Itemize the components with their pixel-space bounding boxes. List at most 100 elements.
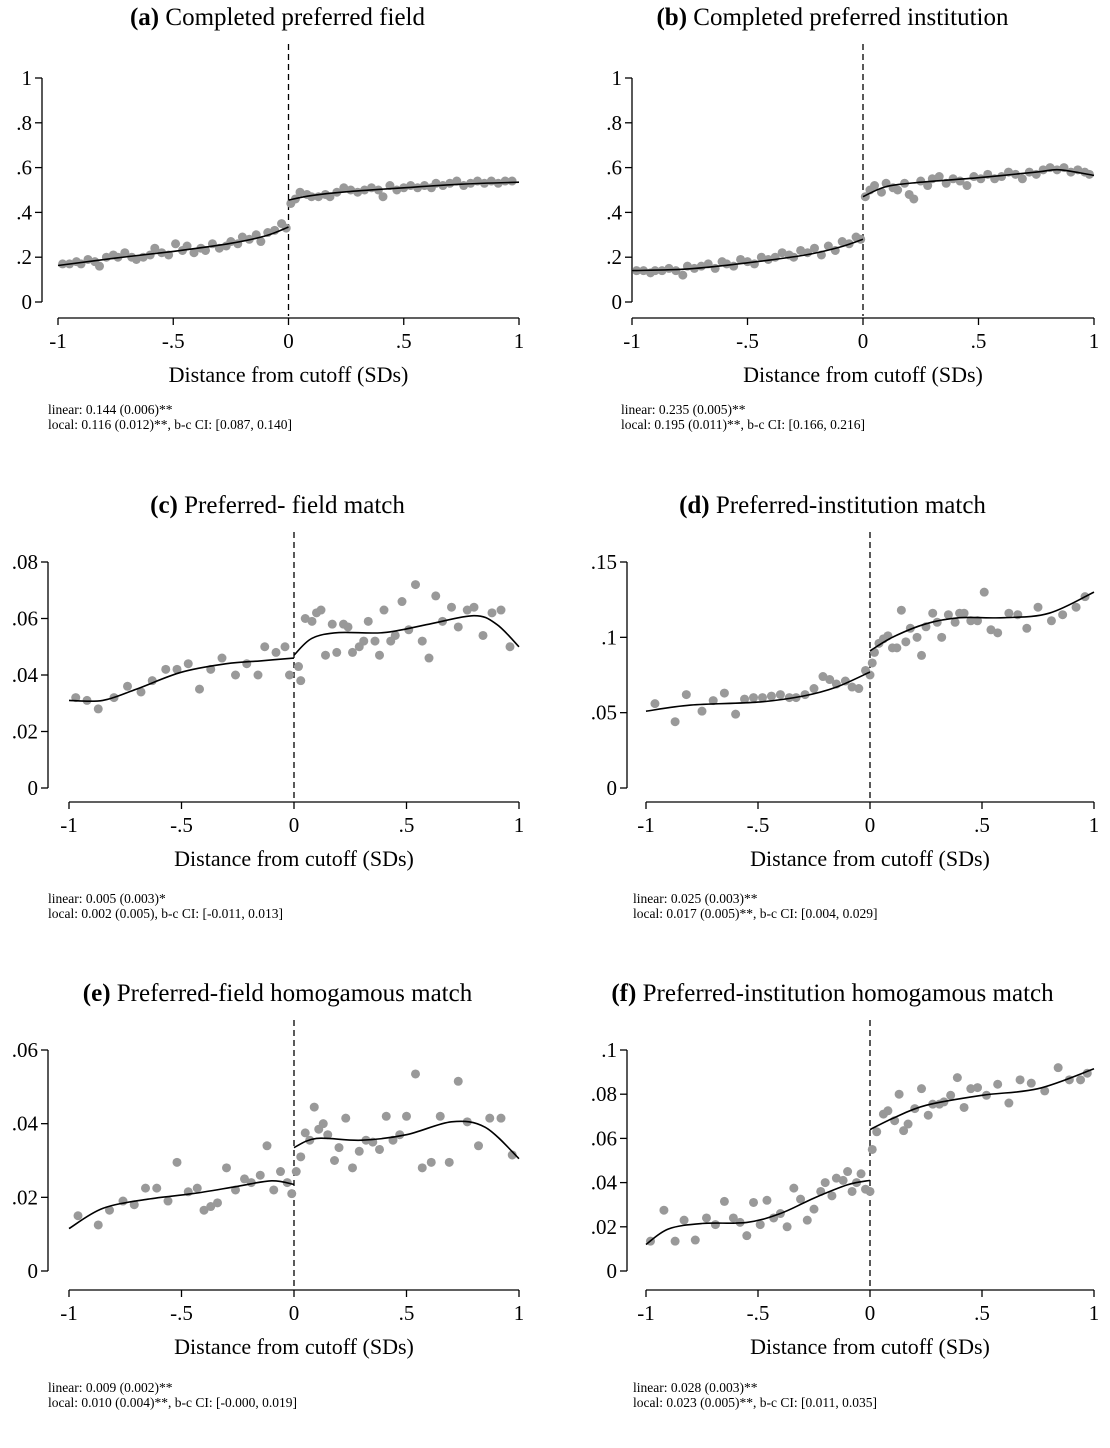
data-point: [1004, 1098, 1014, 1108]
data-point: [348, 1163, 357, 1173]
x-tick-label: -1: [637, 1301, 655, 1325]
x-tick-label: -1: [623, 329, 641, 353]
data-point: [182, 241, 192, 251]
data-point: [343, 622, 353, 632]
data-point: [323, 1130, 333, 1140]
data-point: [375, 1144, 384, 1154]
fit-line-left: [68, 1179, 295, 1230]
data-point: [892, 643, 902, 653]
data-point: [58, 259, 68, 269]
data-point: [1076, 1075, 1086, 1085]
data-point: [136, 687, 146, 697]
y-tick-label: 1: [22, 66, 33, 90]
data-point: [93, 1220, 103, 1230]
data-point: [1026, 1078, 1036, 1088]
data-point: [271, 647, 281, 657]
stats-linear: linear: 0.144 (0.006)**: [48, 402, 173, 417]
data-point: [1015, 1075, 1025, 1085]
data-point: [195, 684, 204, 694]
panel-label: (b): [656, 4, 688, 31]
panel-title: Preferred-institution match: [715, 492, 986, 519]
data-point: [105, 1205, 114, 1215]
data-point: [671, 266, 681, 276]
data-point: [411, 1069, 420, 1079]
data-point: [375, 650, 384, 660]
data-point: [872, 1127, 882, 1137]
x-tick-label: 1: [514, 1301, 525, 1325]
x-tick-label: -.5: [747, 1301, 770, 1325]
y-tick-label: 1: [612, 66, 623, 90]
data-point: [1017, 174, 1027, 184]
data-point: [280, 642, 290, 652]
data-point: [856, 1169, 866, 1179]
data-point: [213, 1198, 222, 1208]
x-tick-label: 1: [514, 329, 525, 353]
stats-linear: linear: 0.005 (0.003)*: [48, 891, 166, 906]
chart-stats: linear: 0.009 (0.002)** local: 0.010 (0.…: [48, 1380, 297, 1410]
data-point: [417, 1163, 427, 1173]
data-point: [959, 608, 969, 618]
data-point: [417, 636, 427, 646]
data-point: [818, 672, 828, 682]
data-point: [73, 1211, 83, 1221]
data-point: [809, 243, 819, 253]
data-point: [296, 676, 306, 686]
data-point: [276, 1167, 285, 1177]
x-tick-label: 1: [514, 813, 525, 837]
x-tick-label: 1: [1089, 1301, 1100, 1325]
chart-title: (e) Preferred-field homogamous match: [0, 980, 555, 1008]
y-tick-label: 0: [22, 290, 33, 314]
data-point: [287, 1189, 297, 1199]
x-tick-label: .5: [971, 329, 987, 353]
data-point: [729, 261, 739, 271]
data-point: [354, 1146, 364, 1156]
data-point: [703, 259, 713, 269]
fit-line-right: [288, 181, 520, 201]
data-point: [749, 1197, 759, 1207]
x-tick-label: .5: [974, 813, 990, 837]
x-axis-label: Distance from cutoff (SDs): [743, 362, 983, 387]
data-point: [370, 636, 380, 646]
data-point: [413, 183, 423, 193]
y-tick-label: .05: [591, 701, 617, 725]
data-point: [505, 642, 515, 652]
data-point: [256, 237, 266, 247]
data-point: [894, 1089, 904, 1099]
chart-title: (f) Preferred-institution homogamous mat…: [555, 980, 1110, 1008]
data-point: [659, 1205, 669, 1215]
data-point: [152, 1183, 162, 1193]
data-point: [728, 1213, 738, 1223]
data-point: [909, 194, 919, 204]
data-point: [300, 1128, 310, 1138]
panel-title: Completed preferred field: [165, 4, 425, 31]
x-tick-label: -1: [637, 813, 655, 837]
data-point: [453, 1076, 463, 1086]
chart-panel-d: (d) Preferred-institution match 0 .05 .1 .1…: [555, 488, 1110, 960]
data-point: [893, 185, 903, 195]
data-point: [199, 1205, 209, 1215]
chart-stats: linear: 0.028 (0.003)** local: 0.023 (0.…: [633, 1380, 877, 1410]
panel-title: Preferred-institution homogamous match: [642, 980, 1054, 1007]
data-point: [435, 1111, 445, 1121]
x-tick-label: -.5: [747, 813, 770, 837]
data-point: [411, 580, 420, 590]
data-point: [240, 1174, 249, 1184]
x-tick-label: -.5: [736, 329, 759, 353]
data-point: [1046, 616, 1056, 626]
data-point: [784, 693, 794, 703]
data-point: [141, 1183, 150, 1193]
data-point: [937, 632, 947, 642]
data-point: [123, 681, 132, 691]
data-point: [131, 254, 141, 264]
x-axis-label: Distance from cutoff (SDs): [750, 846, 990, 871]
data-point: [865, 670, 875, 680]
panel-label: (f): [611, 980, 637, 1007]
y-tick-label: .06: [591, 1126, 617, 1150]
data-point: [766, 691, 776, 701]
data-point: [740, 694, 750, 704]
data-point: [993, 628, 1003, 638]
panel-title: Preferred- field match: [184, 492, 405, 519]
data-point: [217, 653, 227, 663]
chart-panel-e: (e) Preferred-field homogamous match 0 .0…: [0, 976, 555, 1448]
data-point: [269, 1185, 279, 1195]
